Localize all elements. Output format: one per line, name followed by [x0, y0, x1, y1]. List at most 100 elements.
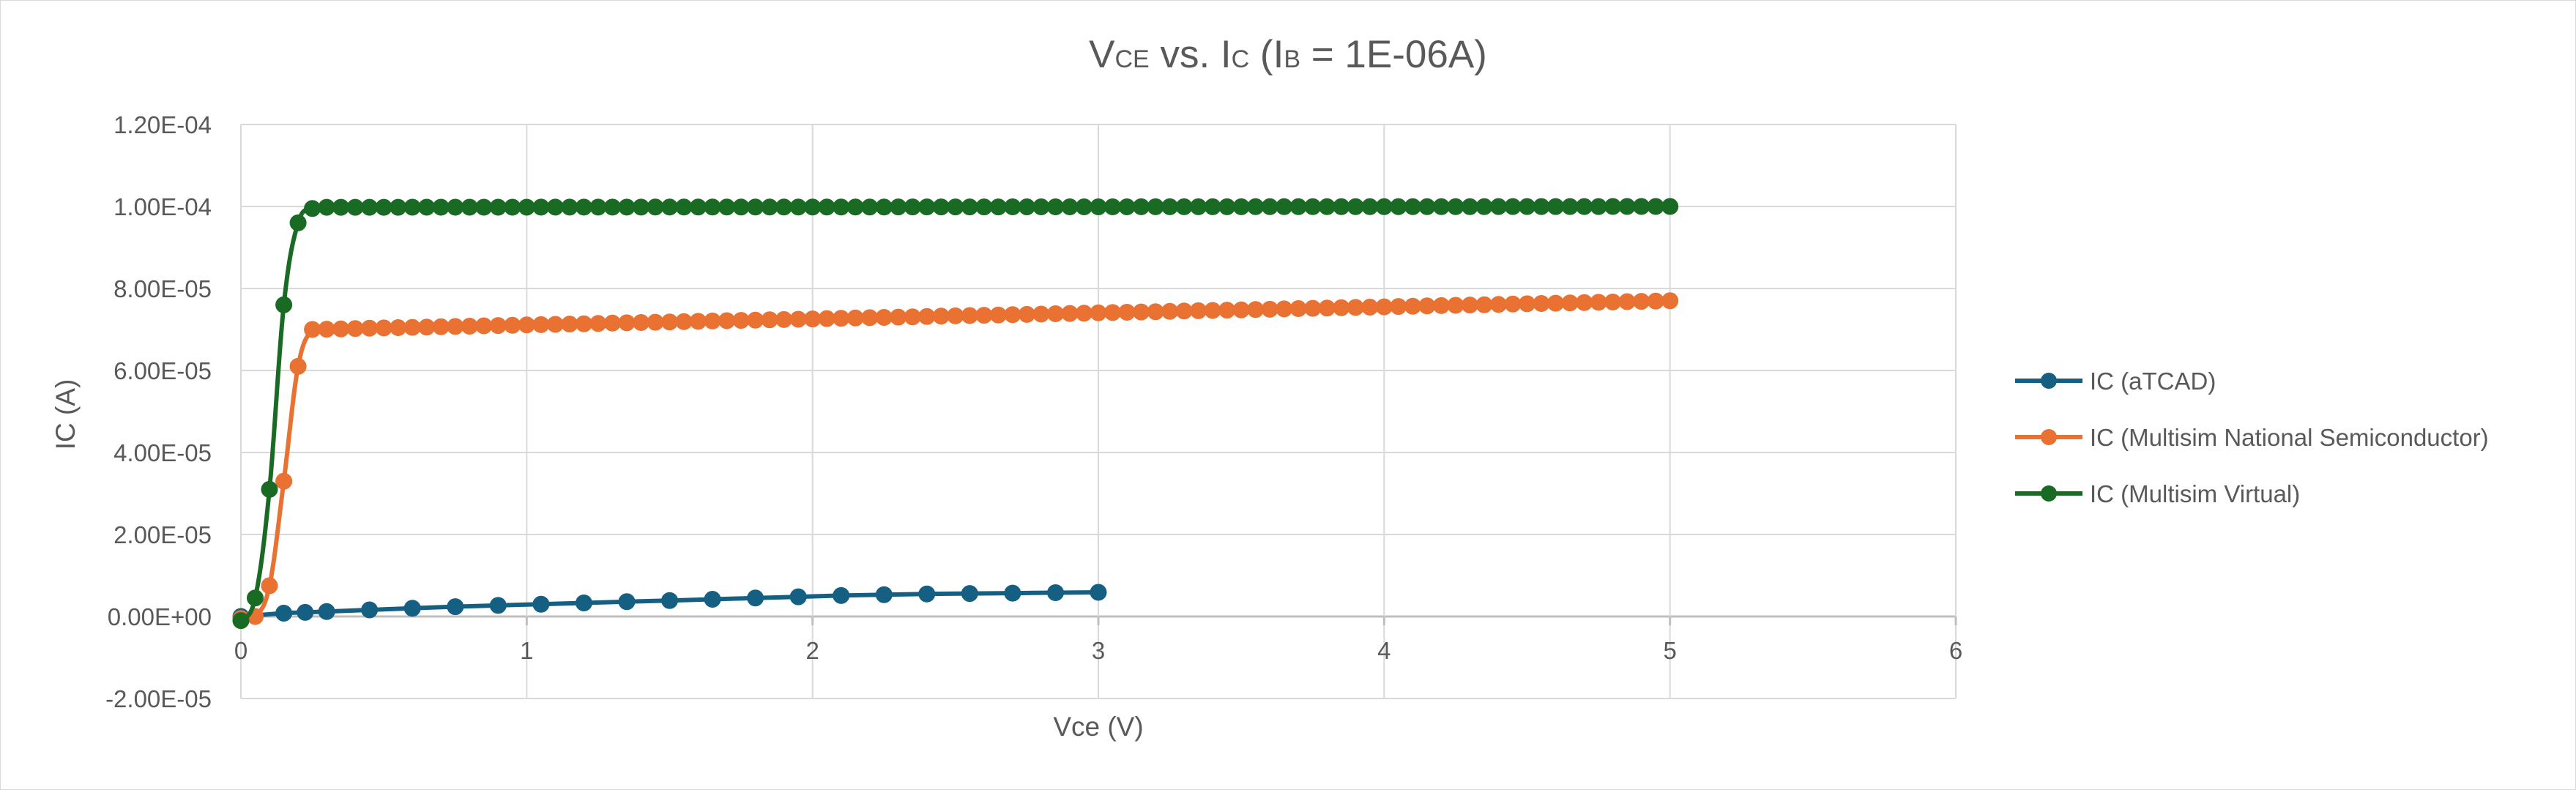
data-point [1190, 198, 1207, 215]
data-point [304, 321, 321, 338]
data-point [918, 198, 936, 216]
data-point [1333, 198, 1350, 215]
data-point [675, 313, 693, 330]
data-point [1390, 198, 1407, 215]
data-point [361, 198, 379, 216]
data-point [846, 309, 864, 327]
data-point [1133, 303, 1150, 321]
data-point [1204, 302, 1221, 319]
data-point [1361, 198, 1379, 215]
x-tick-label: 3 [1092, 637, 1105, 664]
legend-marker [2041, 429, 2057, 445]
data-point [346, 320, 364, 338]
data-point [275, 605, 293, 622]
series-2 [232, 198, 1679, 630]
data-point [275, 472, 293, 490]
data-point [1375, 298, 1393, 316]
data-point [1590, 198, 1607, 215]
data-point [633, 198, 649, 216]
x-tick-label: 0 [234, 637, 247, 664]
data-point [861, 309, 879, 327]
legend-label: IC (Multisim Virtual) [2090, 480, 2300, 507]
legend-marker [2041, 373, 2057, 389]
data-point [361, 319, 379, 337]
data-point [432, 198, 450, 216]
x-tick-label: 1 [520, 637, 533, 664]
data-point [1133, 198, 1150, 215]
data-point [747, 311, 764, 329]
data-point [1347, 299, 1364, 316]
data-point [1047, 198, 1064, 215]
data-point [1418, 297, 1436, 315]
data-point [904, 198, 921, 216]
data-point [1604, 198, 1622, 215]
data-point [1090, 584, 1107, 601]
y-tick-label: 8.00E-05 [113, 275, 212, 302]
data-point [461, 318, 478, 335]
data-point [1347, 198, 1364, 215]
data-point [1076, 198, 1092, 215]
data-point [346, 198, 364, 216]
data-point [1519, 198, 1535, 215]
data-point [1633, 293, 1650, 310]
data-point [247, 589, 264, 607]
data-point [661, 592, 678, 609]
data-point [961, 198, 978, 216]
data-point [1404, 297, 1421, 315]
y-axis-title: IC (A) [51, 379, 81, 450]
data-point [1533, 295, 1550, 312]
data-point [375, 319, 392, 337]
data-point [818, 310, 835, 327]
data-point [704, 198, 721, 216]
data-point [961, 585, 978, 603]
series-0 [232, 584, 1107, 625]
data-point [618, 198, 636, 216]
data-point [704, 312, 721, 329]
data-point [504, 198, 521, 216]
data-point [561, 316, 578, 333]
data-point [1461, 297, 1478, 314]
data-point [1261, 300, 1278, 318]
data-point [390, 198, 407, 216]
data-point [489, 597, 507, 614]
data-point [1576, 294, 1593, 311]
data-point [289, 214, 307, 231]
data-point [1304, 299, 1322, 317]
data-point [947, 307, 964, 324]
x-tick-label: 4 [1377, 637, 1391, 664]
data-point [432, 318, 450, 335]
data-point [1418, 198, 1436, 215]
data-point [447, 198, 464, 216]
y-tick-label: 2.00E-05 [113, 521, 212, 548]
data-point [390, 319, 407, 336]
data-point [633, 314, 649, 331]
y-tick-label: 6.00E-05 [113, 357, 212, 384]
data-point [518, 198, 535, 216]
data-point [875, 586, 893, 603]
series-line [239, 204, 1670, 622]
data-point [297, 603, 314, 621]
data-point [1547, 294, 1564, 312]
data-point [1190, 302, 1207, 319]
data-point [833, 586, 850, 604]
title-text: (I [1249, 33, 1284, 76]
data-point [947, 198, 964, 216]
data-point [1490, 198, 1507, 215]
data-point [318, 198, 335, 216]
data-point [1276, 300, 1293, 318]
data-point [1161, 198, 1179, 215]
data-point [918, 308, 936, 325]
chart-title: VCE vs. IC (IB = 1E-06A) [1089, 33, 1487, 76]
data-point [961, 307, 978, 324]
data-point [890, 198, 907, 216]
data-point [1490, 296, 1507, 313]
data-point [1004, 584, 1021, 602]
data-point [846, 198, 864, 216]
data-point [1218, 302, 1236, 319]
data-point [1118, 198, 1136, 215]
title-text: V [1089, 33, 1115, 76]
data-point [675, 198, 693, 216]
data-point [232, 612, 250, 630]
data-point [804, 198, 822, 216]
